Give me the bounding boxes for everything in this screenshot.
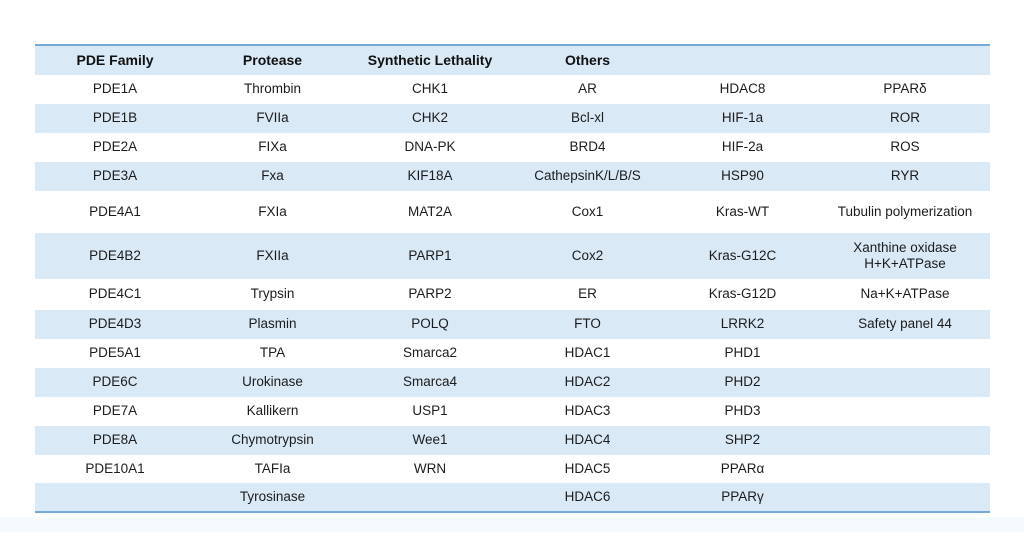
table-cell: TPA [259,345,286,361]
column-header: PDE Family [76,52,154,69]
table-cell: PDE7A [92,403,138,419]
bottom-strip [0,517,1024,532]
table-cell: TAFIa [254,460,291,476]
pde-target-table: PDE Family Protease Synthetic Lethality Oth… [35,44,990,513]
table-cell: POLQ [411,316,449,332]
table-cell: PARP2 [408,286,452,302]
table-cell: PDE6C [92,374,138,390]
table-row: PDE3A Fxa KIF18A CathepsinK/L/B/S HSP90 RYR [35,162,990,191]
table-cell: HDAC5 [564,460,611,476]
table-cell: Safety panel 44 [858,316,952,332]
table-row: PDE4C1 Trypsin PARP2 ER Kras-G12D Na+K+ATPase [35,279,990,310]
table-cell: PHD3 [724,403,761,419]
table-cell: AR [578,81,597,97]
table-cell: FXIa [258,203,287,219]
table-cell: FIXa [258,139,287,155]
table-row: PDE8A Chymotrypsin Wee1 HDAC4 SHP2 [35,426,990,455]
table-cell: HDAC6 [564,488,611,504]
table-cell: Cox2 [571,247,604,263]
table-cell: PHD2 [724,374,761,390]
table-cell: PDE8A [92,432,138,448]
table-cell: PDE3A [92,168,138,184]
table-cell: Chymotrypsin [231,432,314,448]
table-cell: DNA-PK [404,139,456,155]
table-row: PDE6C Urokinase Smarca4 HDAC2 PHD2 [35,368,990,397]
table-cell: Trypsin [250,286,295,302]
table-row: PDE4A1 FXIa MAT2A Cox1 Kras-WT Tubulin polyme… [35,191,990,233]
table-cell: PDE10A1 [85,460,145,476]
table-cell: PDE4C1 [88,286,142,302]
table-grid: PDE Family Protease Synthetic Lethality Oth… [35,46,990,511]
table-cell: LRRK2 [720,316,765,332]
table-cell: Tubulin polymerization [837,203,973,219]
table-cell: PDE2A [92,139,138,155]
table-row: PDE2A FIXa DNA-PK BRD4 HIF-2a ROS [35,133,990,162]
table-cell: Kras-WT [715,203,770,219]
table-cell: ROS [890,139,920,155]
table-cell: Fxa [261,168,284,184]
table-cell: HDAC4 [564,432,611,448]
table-cell: CathepsinK/L/B/S [534,168,641,184]
table-cell: Na+K+ATPase [860,286,950,302]
table-cell: RYR [890,168,920,184]
table-row: PDE1B FVIIa CHK2 Bcl-xl HIF-1a ROR [35,104,990,133]
table-cell: CHK1 [411,81,448,97]
table-cell: KIF18A [407,168,453,184]
table-cell: HDAC2 [564,374,611,390]
table-cell: Kras-G12C [708,247,777,263]
table-cell: HIF-1a [721,110,764,126]
table-cell: WRN [413,460,447,476]
table-cell: MAT2A [407,203,452,219]
table-row: PDE10A1 TAFIa WRN HDAC5 PPARα [35,455,990,483]
table-cell: Urokinase [242,374,303,390]
table-cell: Thrombin [243,81,302,97]
table-cell: PDE1B [92,110,138,126]
table-cell: PPARδ [883,81,927,97]
table-cell: ROR [890,110,920,126]
table-cell: PHD1 [724,345,761,361]
column-header: Others [564,52,611,69]
table-row: PDE5A1 TPA Smarca2 HDAC1 PHD1 [35,339,990,368]
table-cell: Kras-G12D [708,286,777,302]
table-cell: Plasmin [248,316,297,332]
table-cell: ER [578,286,597,302]
table-cell: HIF-2a [721,139,764,155]
table-cell: Cox1 [571,203,604,219]
table-row: PDE4B2 FXIIa PARP1 Cox2 Kras-G12C Xanthine ox… [35,233,990,279]
table-cell: USP1 [412,403,448,419]
table-cell: PDE5A1 [89,345,141,361]
table-cell: PARP1 [408,247,452,263]
table-cell: Smarca4 [402,374,458,390]
table-cell: PDE4A1 [89,203,141,219]
table-cell: FTO [574,316,601,332]
table-cell: SHP2 [724,432,761,448]
table-cell: Xanthine oxidase H+K+ATPase [853,239,957,271]
table-cell: PPARγ [721,488,764,504]
table-cell: PDE4D3 [88,316,142,332]
table-row: Tyrosinase HDAC6 PPARγ [35,483,990,511]
table-cell: FXIIa [256,247,289,263]
column-header: Synthetic Lethality [367,52,493,69]
table-cell: BRD4 [569,139,606,155]
table-cell: PPARα [720,460,765,476]
table-cell: Tyrosinase [239,488,306,504]
table-cell: CHK2 [411,110,448,126]
table-cell: Kallikern [246,403,299,419]
table-header-row: PDE Family Protease Synthetic Lethality Oth… [35,46,990,75]
table-cell: HDAC8 [719,81,766,97]
table-row: PDE1A Thrombin CHK1 AR HDAC8 PPARδ [35,75,990,104]
table-cell: Smarca2 [402,345,458,361]
table-cell: HSP90 [721,168,764,184]
table-row: PDE7A Kallikern USP1 HDAC3 PHD3 [35,397,990,426]
table-cell: FVIIa [256,110,289,126]
table-cell: Wee1 [412,432,448,448]
table-cell: HDAC3 [564,403,611,419]
table-cell: PDE1A [92,81,138,97]
table-cell: Bcl-xl [571,110,604,126]
column-header: Protease [242,52,303,69]
table-cell: PDE4B2 [89,247,141,263]
table-row: PDE4D3 Plasmin POLQ FTO LRRK2 Safety panel 44 [35,310,990,339]
table-cell: HDAC1 [564,345,611,361]
